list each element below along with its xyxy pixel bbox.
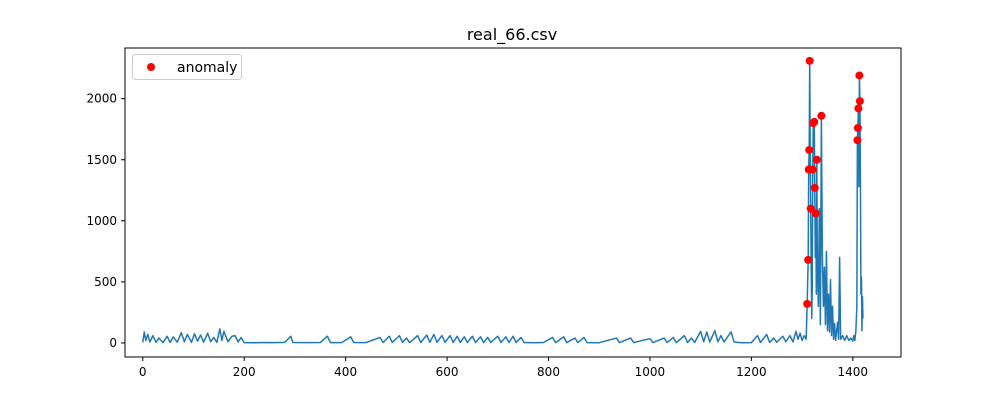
y-tick-label: 2000 [86, 92, 117, 106]
legend: anomaly [132, 54, 242, 80]
anomaly-point [806, 204, 815, 213]
axes: 0 200 400 600 800 1000 1200 1400 0 500 1000 1500 200… [86, 47, 902, 379]
y-tick-label: 1000 [86, 214, 117, 228]
anomaly-point [811, 209, 820, 218]
anomaly-point [805, 145, 814, 154]
y-tick-label: 0 [109, 336, 117, 350]
series-line [142, 60, 864, 344]
plot-area [142, 56, 864, 344]
anomaly-point [817, 111, 826, 120]
anomaly-point [808, 165, 817, 174]
x-tick-label: 600 [436, 365, 459, 379]
legend-box [132, 54, 242, 80]
x-tick-label: 1400 [838, 365, 869, 379]
y-tick-label: 1500 [86, 153, 117, 167]
anomaly-point [810, 183, 819, 192]
anomaly-point [853, 136, 862, 145]
anomaly-point [853, 124, 862, 132]
x-tick-label: 400 [334, 365, 357, 379]
anomaly-point [854, 104, 863, 113]
anomaly-point [803, 299, 812, 308]
x-tick-label: 1200 [736, 365, 767, 379]
x-tick-label: 200 [233, 365, 256, 379]
anomaly-point [805, 56, 814, 65]
x-tick-label: 0 [139, 365, 147, 379]
legend-anomaly-marker [147, 63, 155, 71]
y-tick-label: 500 [94, 275, 117, 289]
axes-frame [124, 47, 902, 358]
legend-label-anomaly: anomaly [177, 60, 237, 76]
x-tick-label: 1000 [635, 365, 666, 379]
anomaly-point [855, 71, 864, 80]
chart-title: real_66.csv [467, 25, 557, 45]
x-tick-label: 800 [537, 365, 560, 379]
anomaly-point [855, 97, 864, 106]
anomaly-point [810, 117, 819, 126]
anomaly-point [804, 255, 813, 264]
anomaly-point [812, 155, 821, 164]
